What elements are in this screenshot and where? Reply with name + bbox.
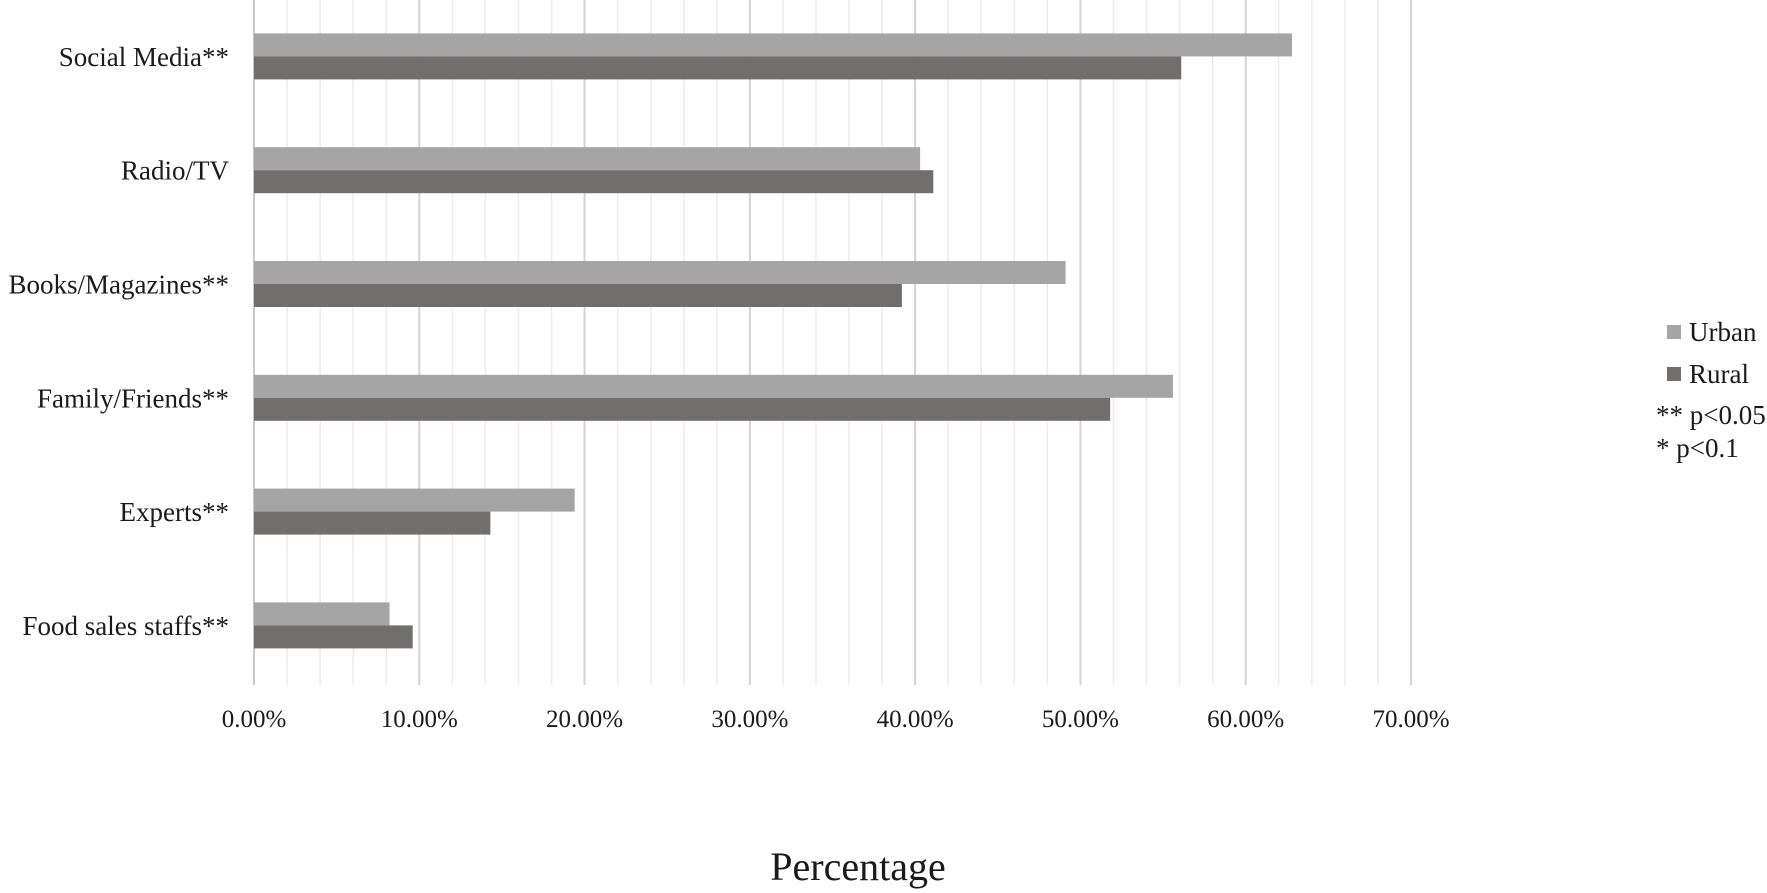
category-label: Books/Magazines** [9, 270, 229, 300]
bar-rural-2 [254, 284, 902, 307]
legend: Urban Rural ** p<0.05* p<0.1 [1656, 317, 1766, 463]
legend-label-rural: Rural [1689, 359, 1749, 389]
bar-urban-4 [254, 488, 575, 512]
bar-urban-3 [254, 374, 1173, 398]
x-tick-label: 30.00% [711, 706, 788, 733]
x-tick-label: 10.00% [381, 706, 458, 733]
bar-urban-1 [254, 147, 921, 171]
significance-note: ** p<0.05 [1656, 400, 1766, 430]
x-axis-title: Percentage [770, 844, 945, 889]
category-label: Food sales staffs** [23, 611, 230, 641]
gridlines [253, 0, 1412, 685]
category-labels: Social Media** Radio/TV Books/Magazines** F… [9, 42, 230, 641]
legend-swatch-rural [1667, 367, 1681, 381]
x-tick-label: 50.00% [1042, 706, 1119, 733]
legend-label-urban: Urban [1689, 317, 1757, 347]
category-label: Experts** [120, 497, 229, 527]
x-tick-label: 70.00% [1372, 706, 1449, 733]
x-tick-labels: 0.00% 10.00% 20.00% 30.00% 40.00% 50.00% 60.00… [222, 706, 1450, 733]
category-label: Family/Friends** [37, 383, 229, 413]
x-tick-label: 60.00% [1207, 706, 1284, 733]
bar-rural-5 [254, 625, 413, 649]
bar-urban-2 [254, 261, 1066, 284]
bars [254, 33, 1292, 649]
significance-note: * p<0.1 [1656, 433, 1739, 463]
bar-rural-0 [254, 56, 1182, 80]
category-label: Radio/TV [121, 156, 229, 186]
bar-rural-4 [254, 511, 491, 535]
x-tick-label: 0.00% [222, 706, 287, 733]
x-tick-label: 40.00% [877, 706, 954, 733]
legend-swatch-urban [1667, 325, 1681, 339]
bar-rural-3 [254, 397, 1111, 421]
bar-urban-0 [254, 33, 1292, 57]
x-tick-label: 20.00% [546, 706, 623, 733]
bar-rural-1 [254, 170, 934, 194]
bar-urban-5 [254, 602, 390, 626]
category-label: Social Media** [59, 42, 229, 72]
